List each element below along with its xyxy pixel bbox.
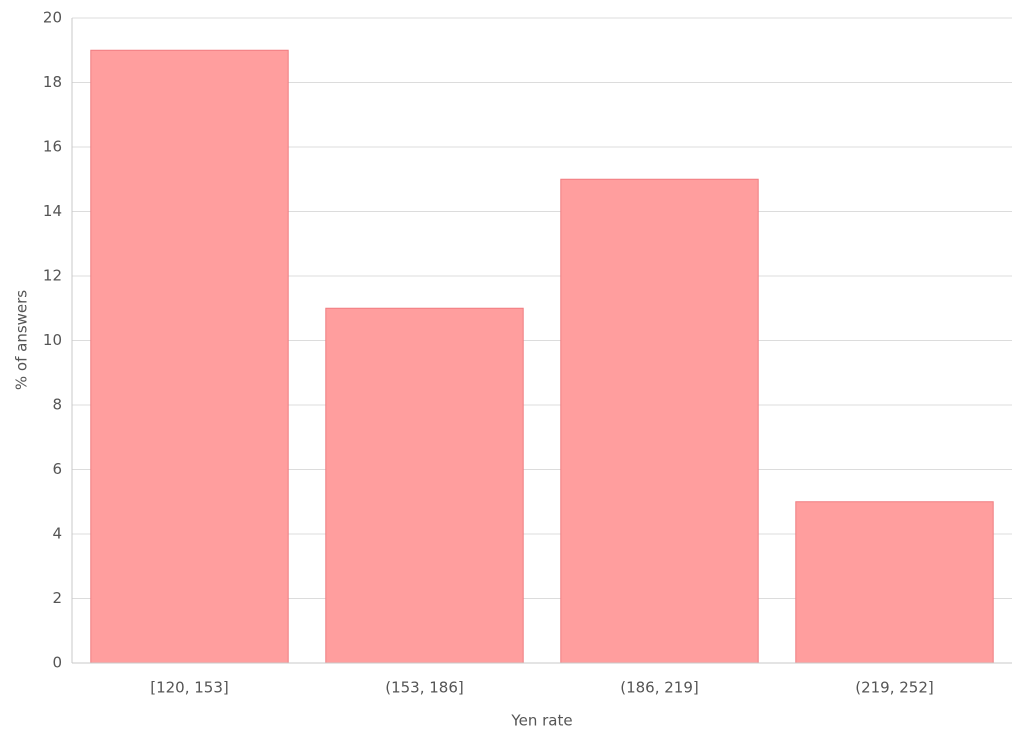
- y-tick-label: 10: [43, 331, 62, 349]
- y-tick-label: 16: [43, 138, 62, 156]
- y-tick-label: 18: [43, 73, 62, 91]
- y-tick-label: 14: [43, 202, 62, 220]
- x-tick-label: (153, 186]: [385, 679, 464, 697]
- y-tick-label: 2: [52, 589, 62, 607]
- bar: [325, 307, 524, 664]
- x-tick-label: (219, 252]: [855, 679, 934, 697]
- x-tick-label: [120, 153]: [150, 679, 229, 697]
- bar-layer: [90, 49, 994, 664]
- bar: [560, 178, 759, 664]
- x-tick-label: (186, 219]: [620, 679, 699, 697]
- bar: [90, 49, 289, 664]
- y-tick-label: 20: [43, 9, 62, 27]
- y-tick-label: 8: [52, 396, 62, 414]
- y-tick-label: 0: [52, 654, 62, 672]
- y-axis-title: % of answers: [13, 290, 31, 390]
- bar: [795, 501, 994, 664]
- y-tick-label: 6: [52, 460, 62, 478]
- y-tick-label: 4: [52, 525, 62, 543]
- y-tick-label: 12: [43, 267, 62, 285]
- x-axis-title: Yen rate: [510, 712, 572, 730]
